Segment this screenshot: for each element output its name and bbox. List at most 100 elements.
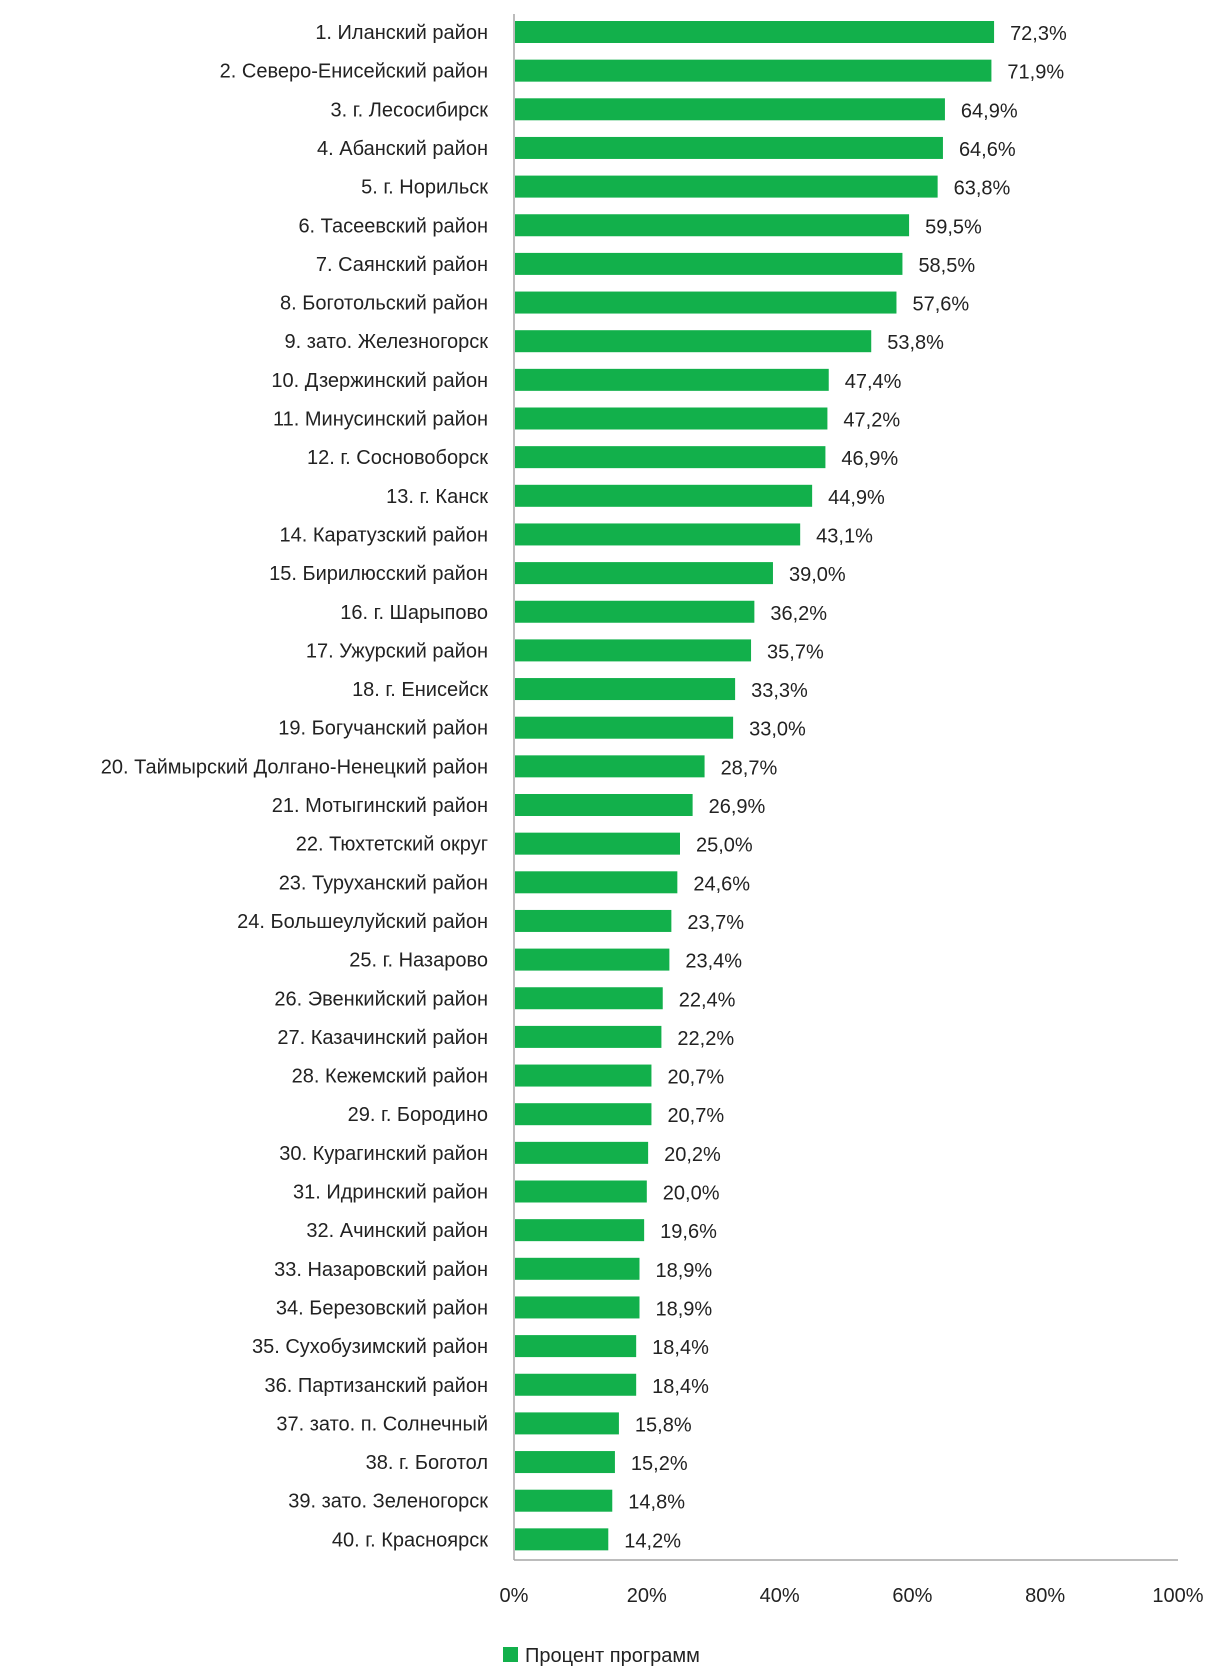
- value-label: 22,2%: [677, 1028, 734, 1050]
- category-label: 1. Иланский район: [315, 22, 488, 44]
- value-label: 46,9%: [841, 448, 898, 470]
- bar: [515, 716, 734, 739]
- bar: [515, 368, 829, 391]
- category-label: 14. Каратузский район: [279, 524, 488, 546]
- category-labels: 1. Иланский район 2. Северо-Енисейский ра…: [101, 22, 488, 1551]
- bar: [515, 1180, 647, 1203]
- bar: [515, 1528, 609, 1551]
- bar: [515, 794, 693, 816]
- category-label: 21. Мотыгинский район: [272, 795, 488, 817]
- legend-swatch: [503, 1647, 518, 1662]
- bar: [515, 523, 801, 546]
- bar: [515, 136, 943, 159]
- value-label: 18,9%: [655, 1260, 712, 1282]
- value-label: 64,6%: [959, 139, 1016, 161]
- category-label: 18. г. Енисейск: [352, 679, 488, 701]
- category-label: 32. Ачинский район: [306, 1220, 488, 1242]
- value-label: 19,6%: [660, 1221, 717, 1243]
- value-label: 43,1%: [816, 525, 873, 547]
- bar: [515, 252, 903, 275]
- bar: [515, 1064, 652, 1087]
- category-label: 12. г. Сосновоборск: [307, 447, 488, 469]
- bar: [515, 446, 826, 469]
- category-label: 2. Северо-Енисейский район: [220, 61, 488, 83]
- bar: [515, 214, 910, 237]
- bar: [515, 562, 773, 585]
- bar: [515, 1296, 640, 1319]
- category-label: 28. Кежемский район: [292, 1066, 488, 1088]
- value-label: 33,3%: [751, 680, 808, 702]
- value-label: 44,9%: [828, 487, 885, 509]
- category-label: 33. Назаровский район: [274, 1259, 488, 1281]
- x-tick-label: 20%: [627, 1585, 667, 1607]
- bar: [515, 1103, 652, 1126]
- bar: [515, 987, 663, 1010]
- value-label: 23,4%: [685, 951, 742, 973]
- value-label: 20,0%: [663, 1183, 720, 1205]
- category-label: 6. Тасеевский район: [298, 215, 488, 237]
- value-label: 33,0%: [749, 719, 806, 741]
- bar: [515, 948, 670, 971]
- category-label: 31. Идринский район: [293, 1182, 488, 1204]
- value-label: 58,5%: [918, 255, 975, 277]
- value-label: 20,7%: [667, 1105, 724, 1127]
- bar: [515, 175, 938, 198]
- bar: [515, 1025, 662, 1048]
- bar: [515, 755, 705, 778]
- chart-axes: [513, 14, 1178, 1561]
- bar: [515, 678, 736, 701]
- value-label: 25,0%: [696, 835, 753, 857]
- bar: [515, 1219, 645, 1242]
- category-label: 37. зато. п. Солнечный: [276, 1413, 488, 1435]
- value-label: 14,8%: [628, 1492, 685, 1514]
- bar: [515, 639, 752, 662]
- value-label: 47,4%: [845, 371, 902, 393]
- category-label: 35. Сухобузимский район: [252, 1336, 488, 1358]
- value-label: 57,6%: [912, 294, 969, 316]
- category-label: 24. Большеулуйский район: [237, 911, 488, 933]
- category-label: 15. Бирилюсский район: [269, 563, 488, 585]
- value-label: 39,0%: [789, 564, 846, 586]
- value-label: 63,8%: [954, 178, 1011, 200]
- category-label: 27. Казачинский район: [277, 1027, 488, 1049]
- value-label: 15,2%: [631, 1453, 688, 1475]
- value-label: 28,7%: [721, 757, 778, 779]
- category-label: 7. Саянский район: [316, 254, 488, 276]
- bar: [515, 21, 995, 43]
- bar: [515, 407, 828, 430]
- value-label: 53,8%: [887, 332, 944, 354]
- x-tick-label: 60%: [892, 1585, 932, 1607]
- value-label: 15,8%: [635, 1414, 692, 1436]
- category-label: 36. Партизанский район: [265, 1375, 488, 1397]
- category-label: 3. г. Лесосибирск: [331, 99, 489, 121]
- value-label: 59,5%: [925, 216, 982, 238]
- bar: [515, 1373, 637, 1396]
- x-tick-label: 40%: [760, 1585, 800, 1607]
- value-label: 22,4%: [679, 989, 736, 1011]
- category-label: 10. Дзержинский район: [271, 370, 488, 392]
- value-label: 18,4%: [652, 1337, 709, 1359]
- category-label: 38. г. Боготол: [366, 1452, 488, 1474]
- category-label: 30. Курагинский район: [279, 1143, 488, 1165]
- value-label: 71,9%: [1007, 62, 1064, 84]
- bar: [515, 1141, 649, 1164]
- category-label: 13. г. Канск: [386, 486, 488, 508]
- category-label: 34. Березовский район: [276, 1297, 488, 1319]
- x-tick-label: 100%: [1152, 1585, 1203, 1607]
- bar: [515, 59, 992, 82]
- value-label: 24,6%: [693, 873, 750, 895]
- value-label: 26,9%: [709, 796, 766, 818]
- chart-legend: Процент программ: [503, 1645, 700, 1667]
- bar: [515, 909, 672, 932]
- bar: [515, 1489, 613, 1512]
- value-labels: 72,3% 71,9% 64,9% 64,6% 63,8% 59,5% 58,5% 57,6%…: [624, 23, 1067, 1552]
- bar: [515, 1257, 640, 1280]
- x-axis-ticks: 0% 20% 40% 60% 80% 100%: [500, 1585, 1204, 1607]
- value-label: 72,3%: [1010, 23, 1067, 45]
- category-label: 17. Ужурский район: [306, 640, 488, 662]
- value-label: 20,2%: [664, 1144, 721, 1166]
- legend-label: Процент программ: [525, 1645, 700, 1667]
- category-label: 11. Минусинский район: [273, 409, 488, 431]
- bar: [515, 832, 680, 855]
- value-label: 23,7%: [687, 912, 744, 934]
